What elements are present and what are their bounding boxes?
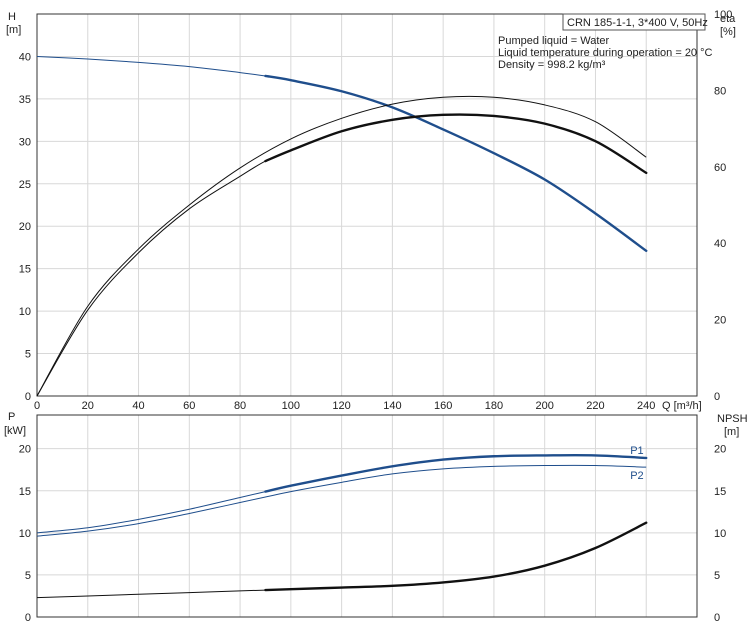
series-eta2-duty-range bbox=[264, 113, 648, 175]
bottom-y-left-tick-1: 5 bbox=[25, 570, 31, 582]
x-tick-2: 40 bbox=[132, 400, 144, 412]
top-plot-series bbox=[36, 55, 648, 397]
series-eta1-line bbox=[36, 95, 647, 397]
top-y-left-tick-5: 25 bbox=[19, 179, 31, 191]
x-tick-4: 80 bbox=[234, 400, 246, 412]
top-y-left-tick-4: 20 bbox=[19, 221, 31, 233]
top-y-right-tick-5: 100 bbox=[714, 9, 732, 21]
top-y-right-tick-2: 40 bbox=[714, 238, 726, 250]
bottom-y-left-tick-2: 10 bbox=[19, 528, 31, 540]
tick-labels: 0510152025303540020406080100051015200510… bbox=[19, 9, 733, 624]
bottom-y-left-tick-3: 15 bbox=[19, 486, 31, 498]
y-left-label-unit: [m] bbox=[6, 24, 21, 36]
x-tick-8: 160 bbox=[434, 400, 452, 412]
bottom-y-right-tick-2: 10 bbox=[714, 528, 726, 540]
top-plot-frame bbox=[36, 13, 698, 397]
bottom-y-right-tick-0: 0 bbox=[714, 612, 720, 624]
x-tick-1: 20 bbox=[82, 400, 94, 412]
top-y-left-tick-6: 30 bbox=[19, 136, 31, 148]
series-h-duty-range bbox=[264, 74, 648, 253]
chart-title: CRN 185-1-1, 3*400 V, 50Hz bbox=[567, 17, 708, 29]
y-right-bottom-label-unit: [m] bbox=[724, 426, 739, 438]
top-y-right-tick-3: 60 bbox=[714, 162, 726, 174]
top-y-right-tick-1: 20 bbox=[714, 315, 726, 327]
x-tick-6: 120 bbox=[332, 400, 350, 412]
top-y-left-tick-7: 35 bbox=[19, 94, 31, 106]
bottom-y-left-tick-0: 0 bbox=[25, 612, 31, 624]
title-box bbox=[562, 13, 706, 31]
x-tick-12: 240 bbox=[637, 400, 655, 412]
y-left-label-top: H bbox=[8, 11, 16, 23]
series-label-p1: P1 bbox=[630, 445, 643, 457]
bottom-plot-series bbox=[36, 453, 648, 599]
info-line-3: Density = 998.2 kg/m³ bbox=[498, 59, 606, 71]
bottom-y-left-tick-4: 20 bbox=[19, 444, 31, 456]
top-y-right-tick-4: 80 bbox=[714, 85, 726, 97]
bottom-y-right-tick-1: 5 bbox=[714, 570, 720, 582]
y-left-bottom-label-top: P bbox=[8, 411, 15, 423]
top-y-left-tick-0: 0 bbox=[25, 391, 31, 403]
bottom-y-right-tick-4: 20 bbox=[714, 444, 726, 456]
top-y-left-tick-2: 10 bbox=[19, 306, 31, 318]
info-line-1: Pumped liquid = Water bbox=[498, 35, 610, 47]
series-p1-duty-range bbox=[264, 453, 648, 493]
y-right-label-top: eta bbox=[720, 13, 736, 25]
x-tick-10: 200 bbox=[536, 400, 554, 412]
bottom-plot-frame bbox=[36, 414, 698, 618]
top-y-left-tick-8: 40 bbox=[19, 51, 31, 63]
y-right-label-unit: [%] bbox=[720, 26, 736, 38]
series-label-p2: P2 bbox=[630, 470, 643, 482]
y-right-bottom-label-top: NPSH bbox=[717, 413, 748, 425]
x-tick-3: 60 bbox=[183, 400, 195, 412]
x-tick-7: 140 bbox=[383, 400, 401, 412]
y-left-bottom-label-unit: [kW] bbox=[4, 425, 26, 437]
x-tick-5: 100 bbox=[282, 400, 300, 412]
top-y-left-tick-3: 15 bbox=[19, 264, 31, 276]
series-npsh-duty-range bbox=[264, 521, 648, 592]
series-p2-line bbox=[36, 464, 647, 537]
info-line-2: Liquid temperature during operation = 20… bbox=[498, 47, 713, 59]
top-plot-grid bbox=[36, 14, 698, 397]
bottom-y-right-tick-3: 15 bbox=[714, 486, 726, 498]
x-axis-label: Q [m³/h] bbox=[662, 400, 702, 412]
x-tick-9: 180 bbox=[485, 400, 503, 412]
top-y-right-tick-0: 0 bbox=[714, 391, 720, 403]
x-tick-11: 220 bbox=[586, 400, 604, 412]
x-tick-0: 0 bbox=[34, 400, 40, 412]
top-y-left-tick-1: 5 bbox=[25, 349, 31, 361]
